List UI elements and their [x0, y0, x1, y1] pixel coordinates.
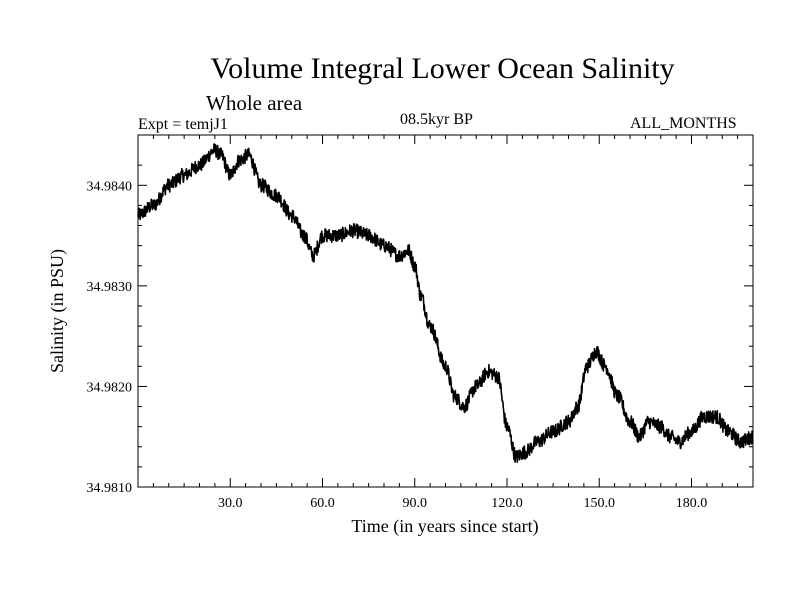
tick-marks	[138, 135, 753, 487]
salinity-series-line	[137, 143, 754, 464]
y-tick-label: 34.9820	[87, 380, 133, 395]
x-tick-label: 180.0	[676, 496, 708, 511]
series-layer	[137, 143, 754, 464]
x-tick-label: 30.0	[218, 496, 243, 511]
x-tick-label: 90.0	[403, 496, 428, 511]
period-label: 08.5kyr BP	[400, 111, 473, 128]
plot-frame	[137, 134, 754, 488]
chart-subtitle: Whole area	[206, 91, 303, 115]
x-tick-label: 60.0	[310, 496, 335, 511]
x-axis-label: Time (in years since start)	[351, 516, 538, 537]
x-tick-label: 150.0	[584, 496, 616, 511]
y-tick-label: 34.9810	[87, 481, 133, 496]
y-tick-label: 34.9840	[87, 179, 133, 194]
chart-title: Volume Integral Lower Ocean Salinity	[210, 52, 675, 85]
months-label: ALL_MONTHS	[630, 115, 737, 132]
y-axis-label: Salinity (in PSU)	[47, 249, 68, 373]
experiment-label: Expt = temjJ1	[138, 116, 228, 133]
tick-labels: 30.0 60.0 90.0 120.0 150.0 180.0 34.9810 34.982…	[87, 179, 708, 511]
y-tick-label: 34.9830	[87, 280, 133, 295]
x-tick-label: 120.0	[491, 496, 523, 511]
